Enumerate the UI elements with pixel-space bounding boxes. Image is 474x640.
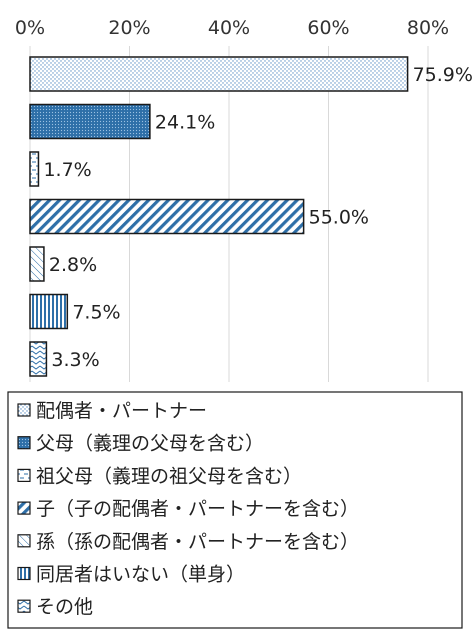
x-tick-label: 20% <box>108 17 150 39</box>
bar <box>29 341 48 377</box>
legend-swatch <box>17 566 31 581</box>
x-tick-label: 60% <box>307 17 349 39</box>
bar <box>29 293 69 330</box>
legend-swatch <box>17 468 31 482</box>
x-tick-label: 80% <box>407 17 449 39</box>
legend-label: 父母（義理の父母を含む） <box>36 433 264 455</box>
legend-label: 孫（孫の配偶者・パートナーを含む） <box>36 531 359 553</box>
bar <box>29 246 45 282</box>
legend-swatch <box>17 403 31 417</box>
data-label: 24.1% <box>155 112 215 134</box>
x-tick-label: 40% <box>208 17 250 39</box>
data-label: 55.0% <box>309 207 369 229</box>
data-labels: 75.9% 24.1% 1.7% 55.0% 2.8% 7.5% 3.3% <box>43 64 473 371</box>
bar <box>29 56 409 92</box>
data-label: 75.9% <box>413 64 473 86</box>
x-axis-ticks: 0% 20% 40% 60% 80% <box>15 17 449 39</box>
legend-swatch <box>17 599 31 613</box>
legend-label: 同居者はいない（単身） <box>36 564 245 586</box>
legend-swatch <box>17 436 31 450</box>
legend-label: 配偶者・パートナー <box>36 400 207 422</box>
data-label: 7.5% <box>72 302 120 324</box>
data-label: 2.8% <box>49 254 97 276</box>
legend-swatch <box>17 534 31 548</box>
bar <box>29 151 40 187</box>
x-tick-label: 0% <box>15 17 45 39</box>
legend-label: 子（子の配偶者・パートナーを含む） <box>36 498 359 520</box>
legend-swatch <box>17 501 31 515</box>
legend-box <box>7 391 463 629</box>
bar <box>29 198 305 235</box>
legend-label: 祖父母（義理の祖父母を含む） <box>36 465 302 487</box>
bar <box>29 103 151 140</box>
data-label: 1.7% <box>43 159 91 181</box>
legend-label: その他 <box>36 596 93 618</box>
data-label: 3.3% <box>51 349 99 371</box>
bars <box>29 56 409 377</box>
